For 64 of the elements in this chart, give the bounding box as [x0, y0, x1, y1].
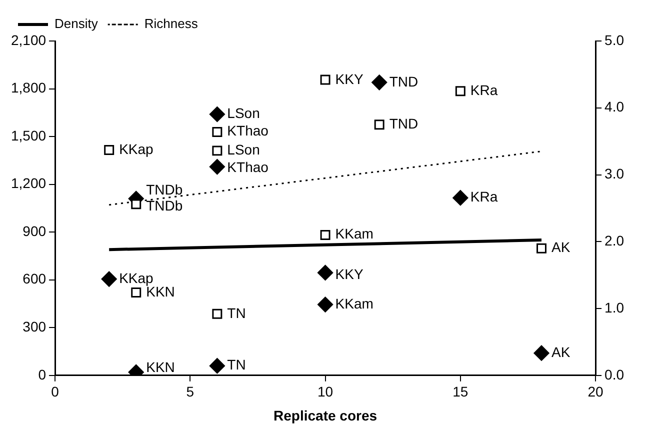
x-tick-label: 5 [186, 384, 194, 400]
annotation: TNDb [146, 182, 183, 198]
y2-tick-label: 3.0 [604, 166, 624, 182]
point [452, 190, 468, 206]
point [209, 358, 225, 374]
y-tick-label: 900 [22, 222, 46, 239]
annotation: KKN [146, 359, 175, 376]
point [131, 199, 142, 210]
point [212, 308, 222, 319]
annotation: TNDb [146, 197, 183, 214]
legend-label: Richness [144, 16, 198, 32]
point [536, 243, 546, 254]
point [101, 271, 117, 287]
x-tick-label: 0 [51, 384, 60, 400]
annotation: KThao [227, 122, 269, 139]
y-tick-label: 600 [22, 270, 46, 287]
annotation: LSon [227, 105, 260, 122]
y-tick-label: 2,100 [10, 32, 46, 48]
y-tick-label: 300 [22, 318, 46, 334]
y2-tick-label: 5.0 [604, 32, 624, 48]
y2-tick-label: 2.0 [604, 232, 624, 248]
point [212, 126, 222, 137]
point [209, 159, 225, 175]
x-tick-label: 20 [588, 384, 604, 400]
annotation: LSon [227, 142, 260, 158]
y2-tick-label: 4.0 [604, 98, 624, 115]
legend-label: Density [54, 16, 98, 32]
x-tick-label: 10 [317, 384, 334, 400]
y-tick-label: 1,200 [10, 175, 46, 192]
annotation: TND [389, 115, 418, 132]
annotation: TND [389, 73, 418, 90]
annotation: TN [227, 304, 246, 321]
annotation: KRa [470, 188, 498, 205]
y-tick-label: 1,800 [10, 80, 46, 96]
annotation: AK [551, 238, 571, 255]
point [212, 146, 222, 156]
annotation: KThao [227, 159, 269, 176]
y-tick-label: 0 [38, 366, 46, 382]
x-tick-label: 15 [452, 384, 468, 400]
annotation: KKam [335, 295, 374, 312]
annotation: KRa [470, 82, 498, 98]
point [320, 230, 330, 240]
annotation: AK [551, 344, 571, 360]
point [131, 287, 142, 298]
y2-tick-label: 1.0 [604, 299, 624, 316]
annotation: KKN [146, 283, 175, 300]
annotation: KKam [335, 225, 374, 242]
point [318, 264, 334, 280]
point [455, 86, 466, 96]
point [534, 345, 550, 361]
point [104, 145, 114, 156]
point [374, 120, 384, 130]
x-axis-title: Replicate cores [274, 407, 378, 424]
point [372, 74, 388, 90]
point [320, 74, 330, 85]
annotation: TN [227, 356, 246, 373]
point [209, 106, 225, 122]
y2-tick-label: 0.0 [604, 366, 624, 382]
y-tick-label: 1,500 [10, 127, 46, 144]
annotation: KKY [335, 266, 364, 282]
annotation: KKap [119, 270, 154, 286]
point [318, 296, 334, 312]
annotation: KKY [335, 70, 364, 87]
annotation: KKap [119, 140, 154, 157]
